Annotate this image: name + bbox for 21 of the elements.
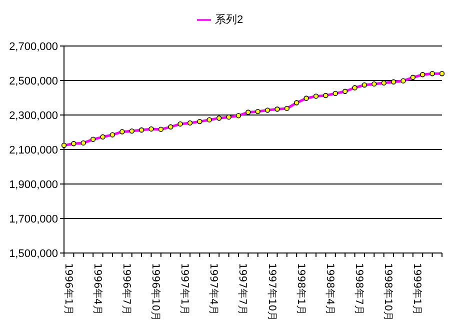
y-tick-label: 2,100,000 (9, 144, 58, 156)
x-tick-label: 1999年1月 (411, 263, 424, 315)
x-tick-label: 1997年7月 (236, 263, 249, 315)
x-tick-label: 1998年10月 (382, 263, 394, 322)
y-tick-label: 1,700,000 (9, 213, 58, 226)
y-tick-label: 2,500,000 (9, 75, 58, 88)
y-tick-label: 2,300,000 (9, 110, 58, 122)
y-tick-label: 1,900,000 (9, 178, 58, 191)
x-tick-label: 1997年1月 (178, 263, 191, 315)
x-tick-label: 1998年4月 (324, 263, 336, 315)
x-tick-label: 1997年4月 (208, 263, 220, 315)
x-tick-label: 1996年10月 (149, 263, 162, 322)
y-tick-label: 2,700,000 (9, 40, 58, 53)
x-tick-label: 1997年10月 (266, 263, 278, 322)
y-tick-label: 1,500,000 (9, 248, 58, 260)
x-tick-label: 1998年1月 (294, 263, 307, 315)
x-tick-label: 1996年7月 (120, 263, 132, 315)
x-tick-label: 1996年4月 (91, 263, 104, 315)
legend-label: 系列2 (214, 14, 244, 26)
x-tick-label: 1996年1月 (62, 263, 74, 315)
x-tick-label: 1998年7月 (353, 263, 366, 315)
